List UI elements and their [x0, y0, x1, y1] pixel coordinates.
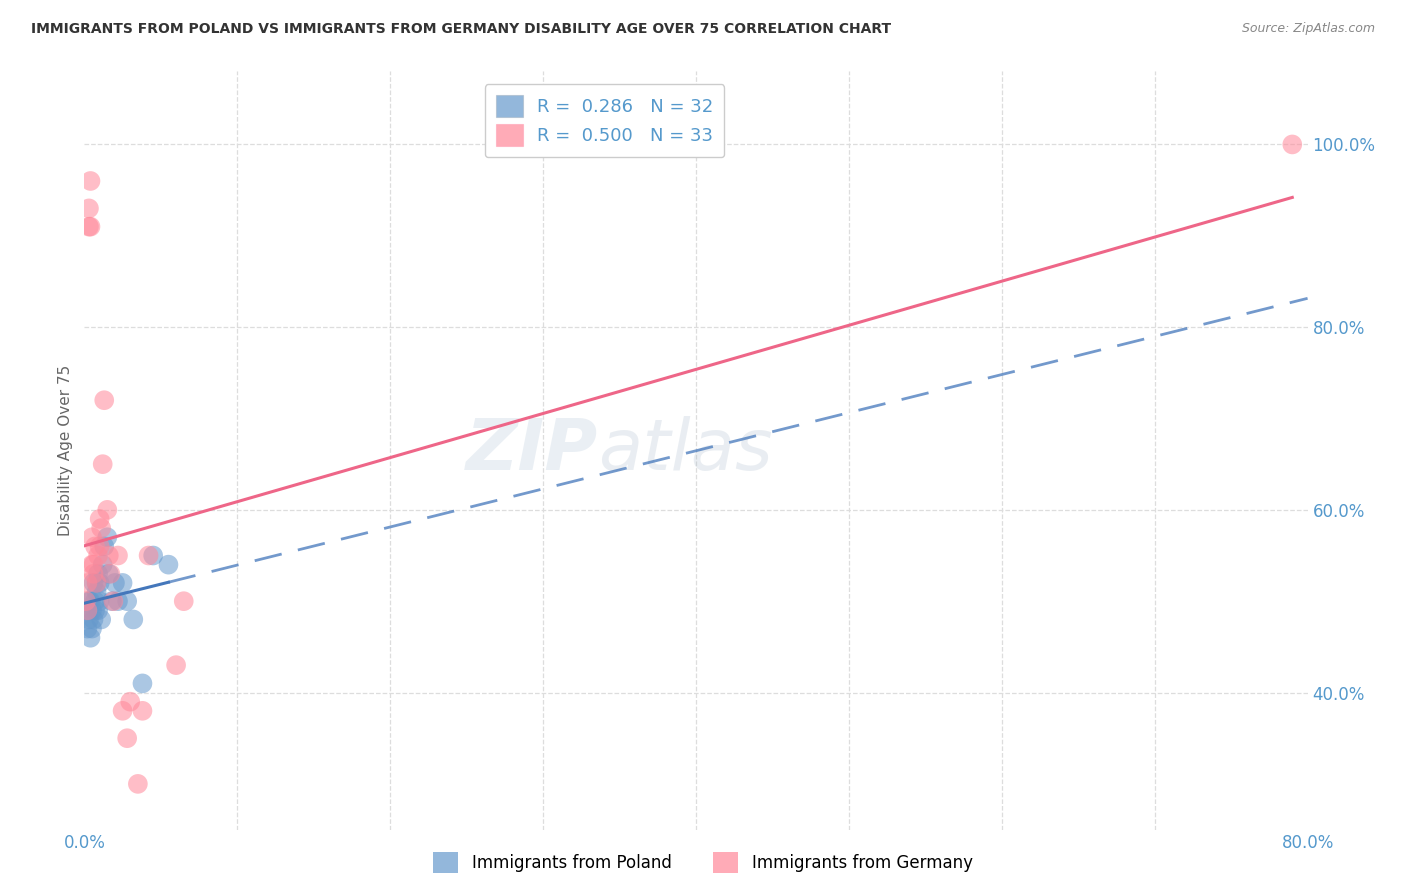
- Point: [90, 521, 112, 535]
- Point: [86, 585, 108, 599]
- Point: [96, 530, 118, 544]
- Point: [1281, 137, 1303, 152]
- Point: [90, 612, 112, 626]
- Point: [86, 575, 108, 590]
- Point: [142, 549, 165, 563]
- Point: [76, 575, 98, 590]
- Point: [173, 594, 195, 608]
- Point: [104, 575, 127, 590]
- Y-axis label: Disability Age Over 75: Disability Age Over 75: [58, 365, 73, 536]
- Point: [83, 566, 105, 581]
- Legend: R =  0.286   N = 32, R =  0.500   N = 33: R = 0.286 N = 32, R = 0.500 N = 33: [485, 84, 724, 157]
- Point: [115, 731, 138, 746]
- Point: [77, 594, 100, 608]
- Point: [87, 603, 110, 617]
- Point: [138, 549, 160, 563]
- Point: [87, 549, 110, 563]
- Point: [131, 676, 153, 690]
- Point: [96, 503, 118, 517]
- Point: [86, 575, 108, 590]
- Point: [97, 566, 120, 581]
- Point: [84, 594, 107, 608]
- Text: atlas: atlas: [598, 416, 773, 485]
- Point: [131, 704, 153, 718]
- Point: [101, 594, 124, 608]
- Point: [77, 219, 100, 234]
- Point: [75, 603, 97, 617]
- Point: [93, 540, 115, 554]
- Text: IMMIGRANTS FROM POLAND VS IMMIGRANTS FROM GERMANY DISABILITY AGE OVER 75 CORRELA: IMMIGRANTS FROM POLAND VS IMMIGRANTS FRO…: [31, 22, 891, 37]
- Point: [79, 219, 101, 234]
- Point: [111, 575, 134, 590]
- Point: [111, 704, 134, 718]
- Point: [79, 174, 101, 188]
- Point: [89, 594, 111, 608]
- Point: [80, 622, 103, 636]
- Point: [75, 594, 97, 608]
- Text: Source: ZipAtlas.com: Source: ZipAtlas.com: [1241, 22, 1375, 36]
- Point: [91, 558, 114, 572]
- Point: [103, 594, 125, 608]
- Point: [91, 457, 114, 471]
- Point: [80, 530, 103, 544]
- Point: [84, 603, 107, 617]
- Point: [97, 549, 120, 563]
- Point: [87, 566, 110, 581]
- Point: [77, 612, 100, 626]
- Point: [83, 575, 105, 590]
- Point: [120, 695, 142, 709]
- Point: [89, 575, 111, 590]
- Point: [122, 612, 145, 626]
- Point: [157, 558, 180, 572]
- Text: ZIP: ZIP: [465, 416, 598, 485]
- Point: [79, 594, 101, 608]
- Point: [165, 658, 187, 673]
- Legend: Immigrants from Poland, Immigrants from Germany: Immigrants from Poland, Immigrants from …: [427, 846, 979, 880]
- Point: [80, 558, 103, 572]
- Point: [107, 594, 129, 608]
- Point: [79, 631, 101, 645]
- Point: [76, 603, 98, 617]
- Point: [107, 549, 129, 563]
- Point: [76, 622, 98, 636]
- Point: [80, 603, 103, 617]
- Point: [83, 612, 105, 626]
- Point: [84, 540, 107, 554]
- Point: [77, 202, 100, 216]
- Point: [89, 512, 111, 526]
- Point: [89, 540, 111, 554]
- Point: [115, 594, 138, 608]
- Point: [98, 566, 121, 581]
- Point: [93, 393, 115, 408]
- Point: [127, 777, 149, 791]
- Point: [83, 558, 105, 572]
